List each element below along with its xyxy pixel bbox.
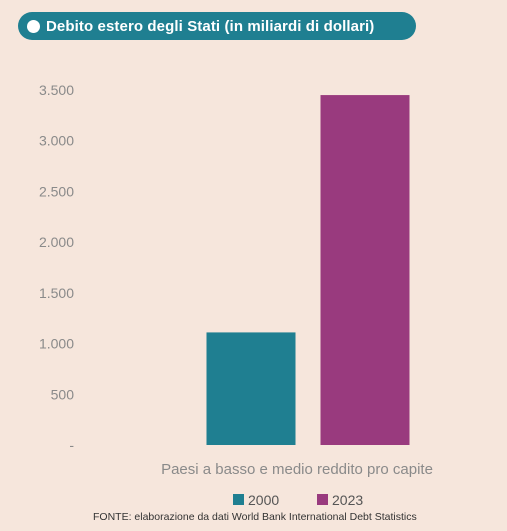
y-tick-label: 1.500 [39,285,74,301]
legend-label-2023: 2023 [332,492,363,508]
bullet-dot-icon [27,19,40,33]
y-tick-label: 2.500 [39,183,74,199]
chart-title-banner: Debito estero degli Stati (in miliardi d… [18,12,416,40]
y-tick-label: - [69,437,74,453]
source-note: FONTE: elaborazione da dati World Bank I… [93,511,417,523]
legend-swatch-2023 [317,494,328,505]
bar-2023 [320,95,410,446]
y-tick-label: 3.500 [39,82,74,98]
legend: 2000 2023 [233,492,363,508]
bars [206,95,410,446]
category-axis: Paesi a basso e medio reddito pro capite [161,461,433,478]
y-axis: - 500 1.000 1.500 2.000 2.500 3.000 3.500 [39,82,74,453]
bar-2000 [206,332,296,445]
y-tick-label: 1.000 [39,336,74,352]
legend-swatch-2000 [233,494,244,505]
category-label: Paesi a basso e medio reddito pro capite [161,461,433,478]
y-tick-label: 500 [51,386,75,402]
chart-title: Debito estero degli Stati (in miliardi d… [46,17,375,35]
y-tick-label: 3.000 [39,133,74,149]
y-tick-label: 2.000 [39,234,74,250]
legend-label-2000: 2000 [248,492,279,508]
